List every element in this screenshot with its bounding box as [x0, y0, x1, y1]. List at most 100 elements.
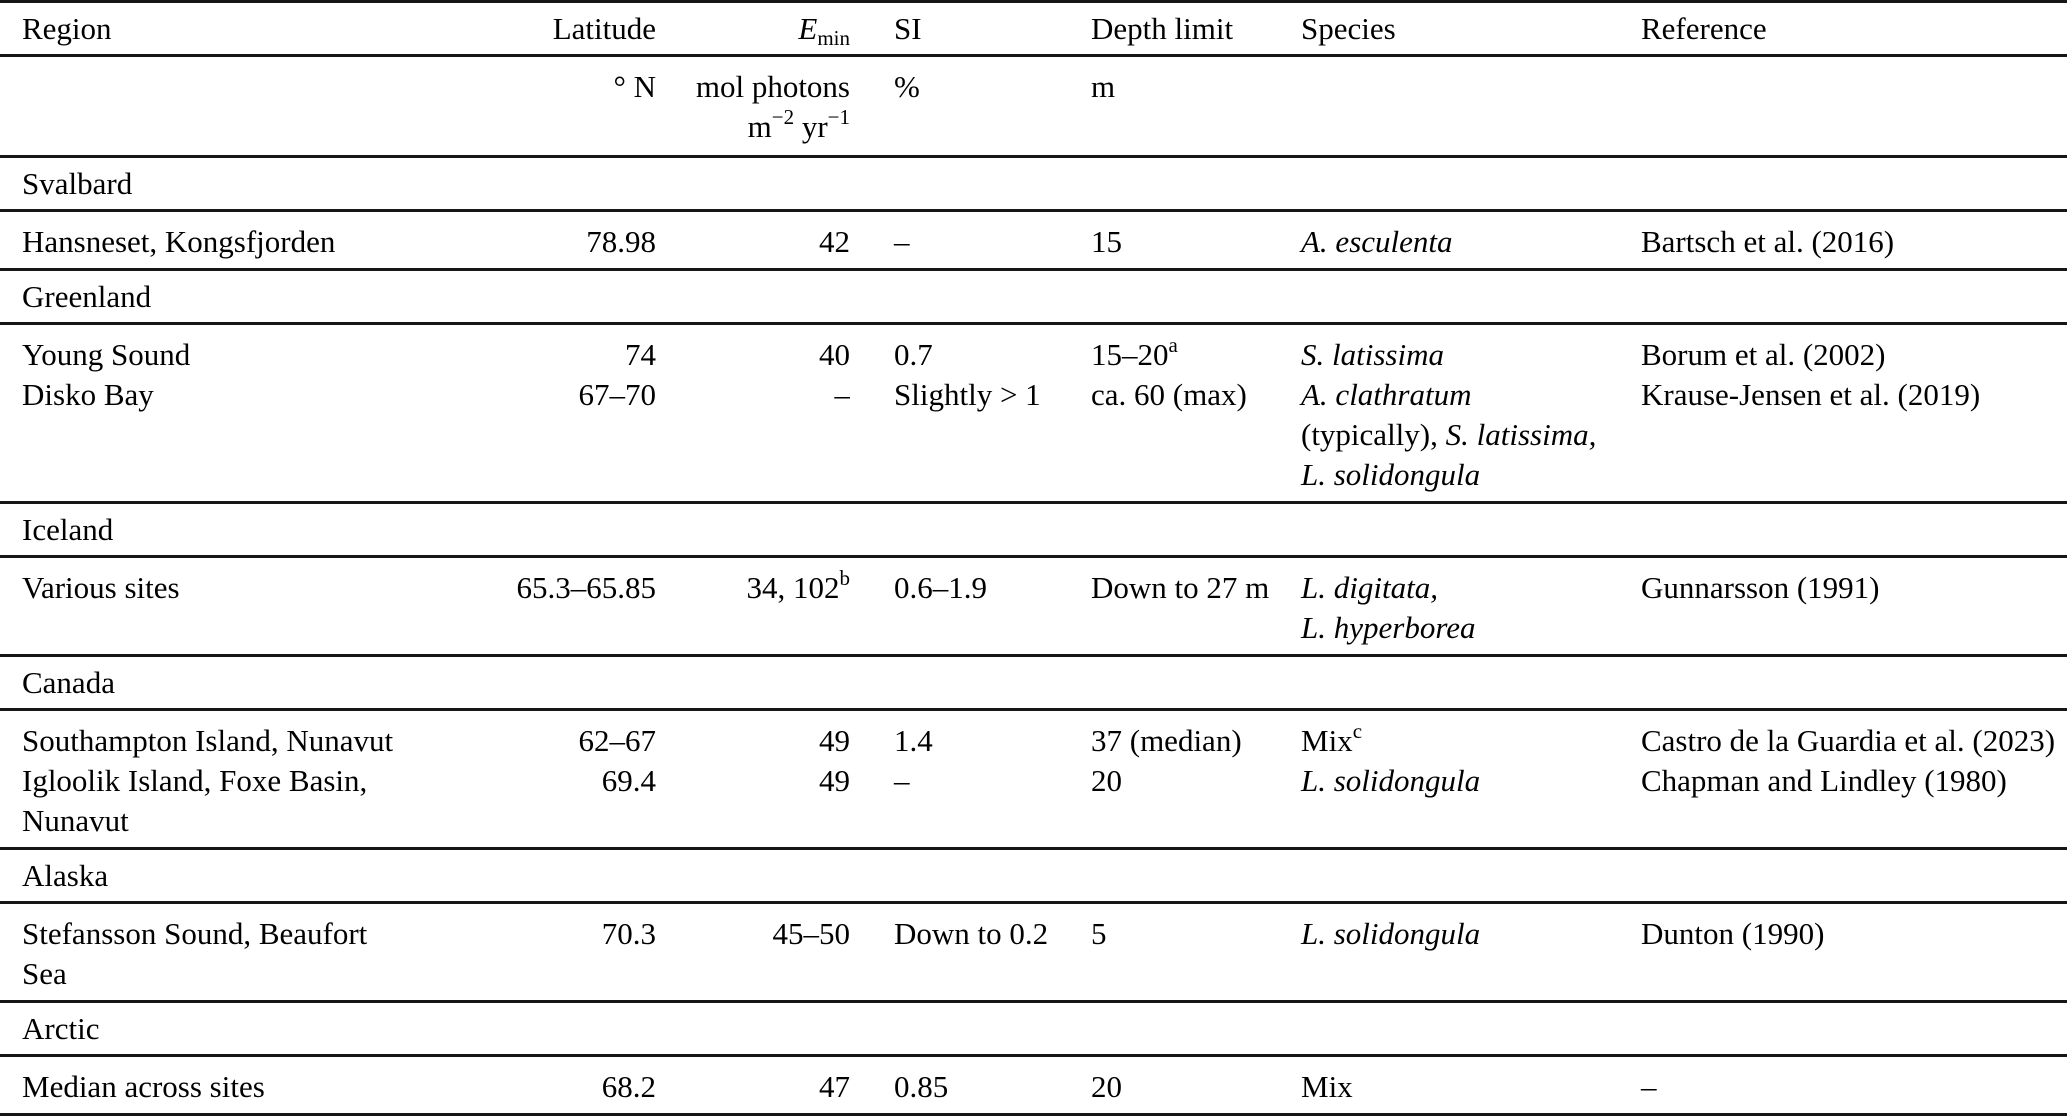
text-run: Latitude: [552, 10, 656, 46]
text-run: 0.7: [894, 337, 933, 372]
footnote-marker: −2: [771, 105, 795, 129]
section-row-arctic: Arctic: [0, 1002, 2067, 1056]
text-run: 68.2: [601, 1069, 656, 1104]
cell-si: 1.4: [850, 710, 1085, 762]
text-run: Depth limit: [1091, 10, 1234, 46]
cell-species: Mixc: [1295, 710, 1635, 762]
cell-species: L. solidongula: [1295, 903, 1635, 1002]
text-run: mol photons: [695, 69, 850, 104]
cell-latitude: 74: [400, 324, 660, 376]
unit-species: [1295, 56, 1635, 157]
text-run: Krause-Jensen et al. (2019): [1641, 377, 1981, 412]
column-header-region: Region: [0, 2, 400, 56]
cell-species: L. solidongula: [1295, 761, 1635, 849]
cell-reference: Castro de la Guardia et al. (2023): [1635, 710, 2067, 762]
text-run: 49: [819, 763, 850, 798]
cell-region: Various sites: [0, 557, 400, 656]
text-run: Slightly > 1: [894, 377, 1041, 412]
cell-emin: 49: [660, 710, 850, 762]
species-name: L. solidongula: [1301, 763, 1481, 798]
cell-species: Mix: [1295, 1056, 1635, 1115]
column-header-depth: Depth limit: [1085, 2, 1295, 56]
text-run: 78.98: [586, 224, 656, 259]
text-run: Species: [1301, 10, 1396, 46]
cell-latitude: 70.3: [400, 903, 660, 1002]
text-run: 49: [819, 723, 850, 758]
cell-depth: 15: [1085, 211, 1295, 270]
cell-depth: 20: [1085, 1056, 1295, 1115]
text-run: Chapman and Lindley (1980): [1641, 763, 2007, 798]
cell-si: 0.6–1.9: [850, 557, 1085, 656]
cell-region: Young Sound: [0, 324, 400, 376]
cell-depth: 15–20a: [1085, 324, 1295, 376]
table-row: Southampton Island, Nunavut 62–67 49 1.4 37 …: [0, 710, 2067, 762]
text-run: 34, 102: [746, 570, 840, 605]
text-run: –: [834, 377, 851, 412]
cell-region: Median across sites: [0, 1056, 400, 1115]
text-run: Borum et al. (2002): [1641, 337, 1886, 372]
section-title: Arctic: [22, 1010, 100, 1046]
cell-reference: Bartsch et al. (2016): [1635, 211, 2067, 270]
column-header-latitude: Latitude: [400, 2, 660, 56]
text-run: Region: [22, 10, 112, 46]
text-run: 69.4: [601, 763, 656, 798]
text-run: 45–50: [772, 916, 851, 951]
section-row-iceland: Iceland: [0, 503, 2067, 557]
species-name: A. esculenta: [1301, 224, 1453, 259]
text-run: m: [747, 109, 772, 144]
cell-si: –: [850, 761, 1085, 849]
text-run: 5: [1091, 916, 1107, 951]
section-row-alaska: Alaska: [0, 849, 2067, 903]
cell-si: –: [850, 211, 1085, 270]
unit-si: %: [850, 56, 1085, 157]
cell-si: 0.85: [850, 1056, 1085, 1115]
text-run: Castro de la Guardia et al. (2023): [1641, 723, 2056, 758]
cell-latitude: 65.3–65.85: [400, 557, 660, 656]
text-run: Gunnarsson (1991): [1641, 570, 1880, 605]
text-run: 47: [819, 1069, 850, 1104]
cell-emin: –: [660, 375, 851, 503]
cell-depth: Down to 27 m: [1085, 557, 1295, 656]
cell-region: Hansneset, Kongsfjorden: [0, 211, 400, 270]
text-run: Southampton Island, Nunavut: [22, 723, 394, 758]
species-name: L. solidongula: [1301, 916, 1481, 951]
text-run: 1.4: [894, 723, 933, 758]
species-name: L. hyperborea: [1301, 610, 1476, 645]
header-row: Region Latitude Emin SI Depth limit Species Re…: [0, 2, 2067, 56]
section-row-greenland: Greenland: [0, 270, 2067, 324]
text-run: %: [894, 69, 920, 104]
text-run: Various sites: [22, 570, 180, 605]
table-head: Region Latitude Emin SI Depth limit Species Re…: [0, 2, 2067, 157]
cell-depth: ca. 60 (max): [1085, 375, 1295, 503]
cell-emin: 40: [660, 324, 850, 376]
species-name: E: [798, 10, 818, 46]
text-run: 67–70: [578, 377, 657, 412]
text-run: –: [1641, 1069, 1657, 1104]
column-header-emin: Emin: [660, 2, 850, 56]
text-run: –: [894, 224, 910, 259]
text-run: Hansneset, Kongsfjorden: [22, 224, 336, 259]
column-header-reference: Reference: [1635, 2, 2067, 56]
unit-reference: [1635, 56, 2067, 157]
table-row: Disko Bay 67–70 – Slightly > 1 ca. 60 (max) A…: [0, 375, 2067, 503]
text-run: Dunton (1990): [1641, 916, 1825, 951]
cell-reference: Gunnarsson (1991): [1635, 557, 2067, 656]
subscript: min: [817, 25, 850, 50]
cell-latitude: 68.2: [400, 1056, 660, 1115]
text-run: Median across sites: [22, 1069, 265, 1104]
unit-emin: mol photons m−2 yr−1: [660, 56, 850, 157]
section-row-canada: Canada: [0, 656, 2067, 710]
table-row: Young Sound 74 40 0.7 15–20a S. latissima Boru…: [0, 324, 2067, 376]
text-run: Reference: [1641, 10, 1767, 46]
text-run: 70.3: [601, 916, 656, 951]
cell-reference: Borum et al. (2002): [1635, 324, 2067, 376]
text-run: 74: [625, 337, 656, 372]
unit-depth: m: [1085, 56, 1295, 157]
text-run: 0.85: [894, 1069, 949, 1104]
species-name: L. solidongula: [1301, 457, 1481, 492]
column-header-species: Species: [1295, 2, 1635, 56]
cell-reference: Krause-Jensen et al. (2019): [1635, 375, 2067, 503]
cell-reference: –: [1635, 1056, 2067, 1115]
cell-latitude: 62–67: [400, 710, 660, 762]
